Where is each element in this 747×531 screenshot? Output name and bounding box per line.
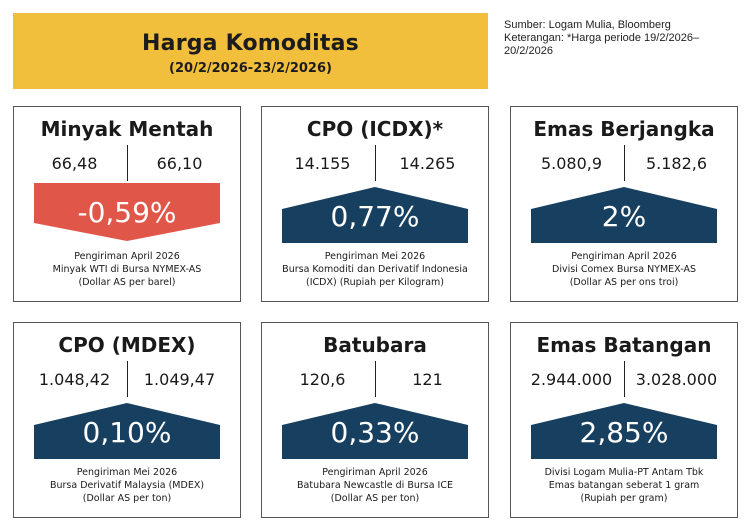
price-pair: 66,48 66,10	[14, 145, 240, 181]
description-line: Divisi Logam Mulia-PT Antam Tbk	[544, 467, 704, 478]
description-line: Pengiriman Mei 2026	[324, 251, 426, 262]
change-shape-up	[34, 403, 220, 459]
change-shape-up	[282, 403, 468, 459]
value-divider	[624, 361, 625, 397]
description-line: Pengiriman Mei 2026	[76, 467, 178, 478]
commodity-title: Emas Berjangka	[533, 117, 715, 141]
change-percent: 2,85%	[579, 416, 669, 449]
change-percent: 2%	[601, 200, 647, 233]
current-price: 3.028.000	[635, 370, 718, 389]
commodity-card-coal: Batubara 120,6 121 0,33% Pengiriman April 20…	[261, 322, 489, 518]
value-divider	[375, 145, 376, 181]
change-shape-down	[34, 183, 220, 241]
change-shape-up	[282, 187, 468, 243]
description-line: Divisi Comex Bursa NYMEX-AS	[552, 264, 696, 275]
commodity-title: Minyak Mentah	[40, 117, 214, 141]
change-percent: 0,33%	[330, 416, 420, 449]
commodity-card-cpo-icdx: CPO (ICDX)* 14.155 14.265 0,77% Pengiriman M…	[261, 106, 489, 302]
commodity-description: Pengiriman April 2026 Minyak WTI di Bursa…	[16, 250, 238, 289]
change-arrow-down-icon	[34, 183, 220, 241]
previous-price: 120,6	[299, 370, 346, 389]
remark-text-1: Keterangan: *Harga periode 19/2/2026–	[504, 32, 700, 44]
commodity-card-gold-bar: Emas Batangan 2.944.000 3.028.000 2,85% Divi…	[510, 322, 738, 518]
change-arrow-up-icon	[282, 187, 468, 243]
source-text: Sumber: Logam Mulia, Bloomberg	[504, 19, 671, 31]
commodity-title: CPO (MDEX)	[58, 333, 196, 357]
current-price: 1.049,47	[143, 370, 216, 389]
change-percent: 0,10%	[82, 416, 172, 449]
commodity-title: Batubara	[323, 333, 427, 357]
description-line: Batubara Newcastle di Bursa ICE	[297, 480, 453, 491]
current-price: 121	[412, 370, 443, 389]
change-shape-up	[531, 403, 717, 459]
current-price: 14.265	[399, 154, 456, 173]
commodity-description: Pengiriman Mei 2026 Bursa Derivatif Malay…	[16, 466, 238, 505]
page-title: Harga Komoditas	[142, 31, 359, 56]
change-arrow-up-icon	[531, 403, 717, 459]
description-line: Emas batangan seberat 1 gram	[548, 480, 700, 491]
description-line: (ICDX) (Rupiah per Kilogram)	[306, 277, 444, 288]
value-divider	[375, 361, 376, 397]
change-shape-up	[531, 187, 717, 243]
change-percent: 0,77%	[330, 200, 420, 233]
commodity-title: CPO (ICDX)*	[306, 117, 444, 141]
description-line: Pengiriman April 2026	[571, 251, 677, 262]
price-pair: 2.944.000 3.028.000	[511, 361, 737, 397]
current-price: 5.182,6	[645, 154, 708, 173]
commodity-description: Divisi Logam Mulia-PT Antam Tbk Emas bata…	[513, 466, 735, 505]
title-banner: Harga Komoditas (20/2/2026-23/2/2026)	[13, 13, 488, 89]
commodity-card-crude-oil: Minyak Mentah 66,48 66,10 -0,59% Pengiriman …	[13, 106, 241, 302]
description-line: (Dollar AS per barel)	[78, 277, 176, 288]
description-line: (Dollar AS per ton)	[82, 493, 172, 504]
price-pair: 14.155 14.265	[262, 145, 488, 181]
source-notes: Sumber: Logam Mulia, Bloomberg Keteranga…	[504, 19, 739, 58]
description-line: (Rupiah per gram)	[580, 493, 668, 504]
commodity-card-cpo-mdex: CPO (MDEX) 1.048,42 1.049,47 0,10% Pengirima…	[13, 322, 241, 518]
commodity-card-gold-futures: Emas Berjangka 5.080,9 5.182,6 2% Pengiriman…	[510, 106, 738, 302]
previous-price: 5.080,9	[540, 154, 603, 173]
commodity-title: Emas Batangan	[536, 333, 712, 357]
previous-price: 14.155	[294, 154, 351, 173]
price-pair: 120,6 121	[262, 361, 488, 397]
previous-price: 1.048,42	[38, 370, 111, 389]
description-line: (Dollar AS per ons troi)	[569, 277, 679, 288]
current-price: 66,10	[156, 154, 203, 173]
change-percent: -0,59%	[77, 196, 177, 229]
value-divider	[127, 145, 128, 181]
description-line: Bursa Komoditi dan Derivatif Indonesia	[282, 264, 468, 275]
previous-price: 2.944.000	[530, 370, 613, 389]
value-divider	[624, 145, 625, 181]
description-line: Bursa Derivatif Malaysia (MDEX)	[49, 480, 205, 491]
change-arrow-up-icon	[531, 187, 717, 243]
value-divider	[127, 361, 128, 397]
description-line: (Dollar AS per ton)	[330, 493, 420, 504]
price-pair: 1.048,42 1.049,47	[14, 361, 240, 397]
commodity-description: Pengiriman April 2026 Batubara Newcastle …	[264, 466, 486, 505]
commodity-description: Pengiriman April 2026 Divisi Comex Bursa …	[513, 250, 735, 289]
change-arrow-up-icon	[282, 403, 468, 459]
commodity-description: Pengiriman Mei 2026 Bursa Komoditi dan De…	[264, 250, 486, 289]
description-line: Minyak WTI di Bursa NYMEX-AS	[52, 264, 202, 275]
period-label: (20/2/2026-23/2/2026)	[169, 61, 332, 76]
previous-price: 66,48	[51, 154, 98, 173]
description-line: Pengiriman April 2026	[74, 251, 180, 262]
change-arrow-up-icon	[34, 403, 220, 459]
remark-text-2: 20/2/2026	[504, 45, 553, 57]
price-pair: 5.080,9 5.182,6	[511, 145, 737, 181]
description-line: Pengiriman April 2026	[322, 467, 428, 478]
